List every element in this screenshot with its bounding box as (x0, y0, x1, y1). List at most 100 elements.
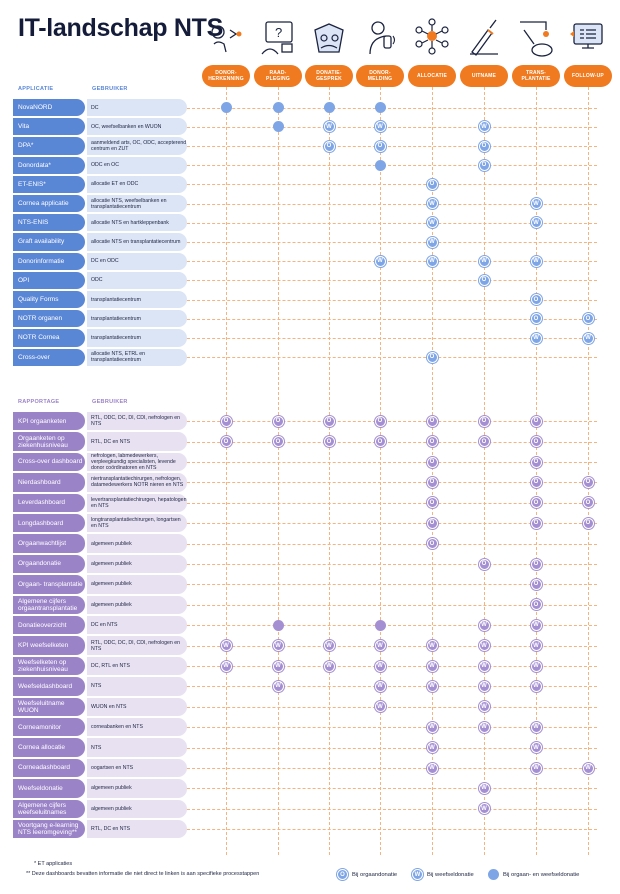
tissue-marker: W (374, 121, 386, 133)
stage-label: RAAD- PLEGING (254, 65, 302, 87)
organ-marker: O (426, 476, 438, 488)
tissue-marker: W (272, 680, 284, 692)
row-guide (187, 107, 597, 109)
tissue-marker: W (220, 640, 232, 652)
tissue-marker: W (220, 660, 232, 672)
row-guide (187, 441, 597, 443)
row-guide (187, 706, 597, 708)
stage-label: DONOR- HERKENNING (202, 65, 250, 87)
row-user: transplantatiecentrum (87, 329, 187, 347)
row-guide (187, 788, 597, 790)
row-user: DC en NTS (87, 616, 187, 635)
organ-marker: O (323, 415, 335, 427)
row-user: algemeen publiek (87, 534, 187, 553)
tissue-marker: W (426, 660, 438, 672)
row-user: algemeen publiek (87, 554, 187, 574)
row-guide (187, 666, 597, 667)
row-user: allocatie NTS en transplantatiecentrum (87, 233, 187, 251)
row-name: Weefseldashboard (13, 677, 85, 696)
row-guide (187, 318, 597, 320)
tissue-marker: W (530, 680, 542, 692)
section-header-name: RAPPORTAGE (18, 399, 60, 405)
organ-and-tissue-marker (374, 102, 386, 114)
tissue-marker: W (478, 721, 490, 733)
organ-marker: O (582, 476, 594, 488)
row-user: NTS (87, 738, 187, 757)
stage-column-guide (484, 87, 485, 855)
donation-conversation-icon (309, 14, 349, 60)
row-guide (187, 203, 597, 205)
row-name: NOTR organen (13, 310, 85, 328)
organ-marker: O (220, 436, 232, 448)
row-user: algemeen publiek (87, 799, 187, 818)
row-name: Algemene cijfers orgaantransplantatie (13, 595, 85, 614)
organ-marker: O (530, 517, 542, 529)
tissue-marker: W (530, 198, 542, 210)
tissue-marker: W (426, 721, 438, 733)
row-guide (187, 625, 597, 627)
tissue-marker: W (530, 721, 542, 733)
row-user: corneabanken en NTS (87, 718, 187, 737)
legend-label: Bij weefseldonatie (427, 871, 474, 878)
allocation-icon (412, 14, 452, 60)
row-guide (187, 421, 597, 423)
row-guide (187, 584, 597, 586)
row-user: levertransplantatiechirurgen, hepatologe… (87, 493, 187, 512)
row-name: Weefseluitname WUON (13, 697, 85, 716)
stage-column-guide (380, 87, 381, 855)
tissue-marker: W (426, 236, 438, 248)
svg-text:?: ? (275, 25, 282, 40)
stage-label: UITNAME (460, 65, 508, 87)
row-user: allocatie NTS, weefselbanken en transpla… (87, 195, 187, 213)
row-user: RTL, DC en NTS (87, 432, 187, 451)
row-user: nefrologen, labmedewerkers, verpleegkund… (87, 452, 187, 472)
organ-marker: O (426, 351, 438, 363)
row-user: DC (87, 99, 187, 117)
tissue-marker: W (426, 640, 438, 652)
organ-marker: O (337, 869, 348, 880)
stage-column-guide (329, 87, 330, 855)
tissue-marker: W (374, 640, 386, 652)
tissue-marker: W (426, 198, 438, 210)
organ-marker: O (530, 497, 542, 509)
row-name: NovaNORD (13, 99, 85, 117)
tissue-marker: W (374, 660, 386, 672)
row-name: Donorinformatie (13, 252, 85, 270)
row-guide (187, 146, 597, 147)
row-guide (187, 126, 597, 128)
row-guide (187, 686, 597, 688)
row-name: Nierdashboard (13, 473, 85, 492)
row-user: algemeen publiek (87, 779, 187, 798)
row-user: algemeen publiek (87, 575, 187, 594)
row-guide (187, 543, 597, 545)
section-header-name: APPLICATIE (18, 86, 54, 92)
organ-and-tissue-marker (374, 159, 386, 171)
donor-report-icon (360, 14, 400, 60)
organ-and-tissue-marker (374, 619, 386, 631)
organ-marker: O (426, 456, 438, 468)
row-guide (187, 564, 597, 565)
footnote-dashboards: ** Deze dashboards bevatten informatie d… (26, 871, 260, 877)
row-user: DC en ODC (87, 252, 187, 270)
stage-label: DONOR- MELDING (356, 65, 404, 87)
legend-tissue: W Bij weefseldonatie (412, 869, 474, 880)
organ-marker: O (426, 538, 438, 550)
tissue-marker: W (374, 701, 386, 713)
row-guide (187, 242, 597, 243)
row-guide (187, 338, 597, 339)
tissue-marker: W (530, 660, 542, 672)
organ-marker: O (478, 274, 490, 286)
tissue-marker: W (530, 619, 542, 631)
tissue-marker: W (374, 680, 386, 692)
tissue-marker: W (374, 255, 386, 267)
organ-marker: O (530, 599, 542, 611)
tissue-marker: W (478, 660, 490, 672)
organ-marker: O (530, 313, 542, 325)
section-header-user: GEBRUIKER (92, 86, 128, 92)
row-name: KPI orgaanketen (13, 412, 85, 431)
tissue-marker: W (426, 217, 438, 229)
row-user: RTL, ODC, DC, DI, CDI, nefrologen en NTS (87, 636, 187, 655)
organ-marker: O (582, 497, 594, 509)
organ-marker: O (530, 456, 542, 468)
tissue-marker: W (323, 640, 335, 652)
